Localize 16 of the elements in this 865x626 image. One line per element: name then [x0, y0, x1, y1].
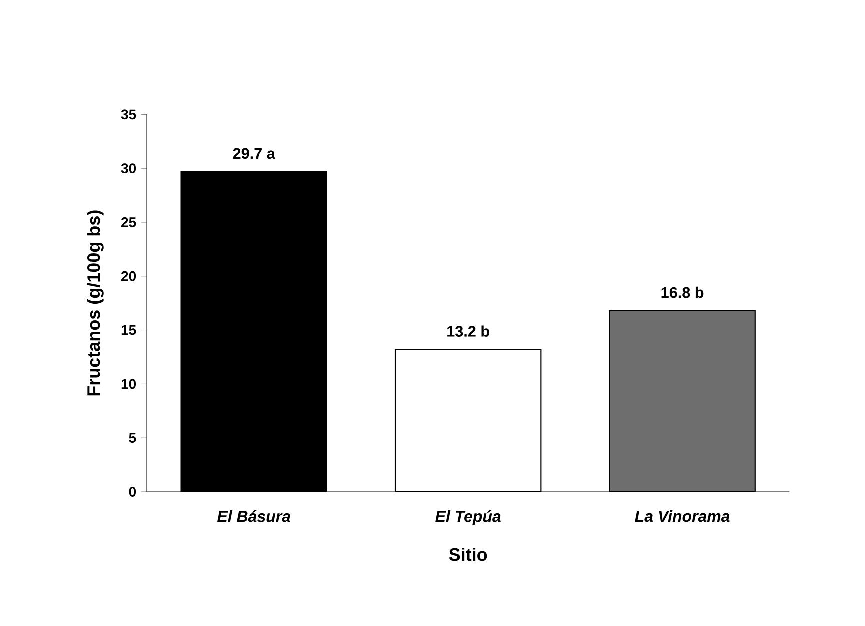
data-label: 16.8 b — [662, 286, 704, 298]
y-tick-label: 5 — [129, 433, 136, 443]
data-label: 29.7 a — [233, 148, 276, 160]
y-tick-label: 0 — [129, 487, 136, 497]
y-tick-label: 15 — [122, 325, 136, 336]
x-axis-title: Sitio — [449, 548, 488, 562]
x-tick-label: El Tepúa — [436, 510, 501, 526]
y-axis-title: Fructanos (g/100g bs) — [87, 210, 104, 396]
y-tick-label: 10 — [122, 379, 136, 390]
y-tick-label: 25 — [122, 218, 136, 228]
y-tick-label: 30 — [121, 164, 136, 174]
y-tick-label: 20 — [122, 271, 136, 282]
data-label: 13.2 b — [448, 326, 490, 337]
x-tick-label: El Básura — [217, 510, 291, 522]
x-tick-label: La Vinorama — [635, 510, 730, 522]
y-tick-label: 35 — [121, 110, 136, 120]
